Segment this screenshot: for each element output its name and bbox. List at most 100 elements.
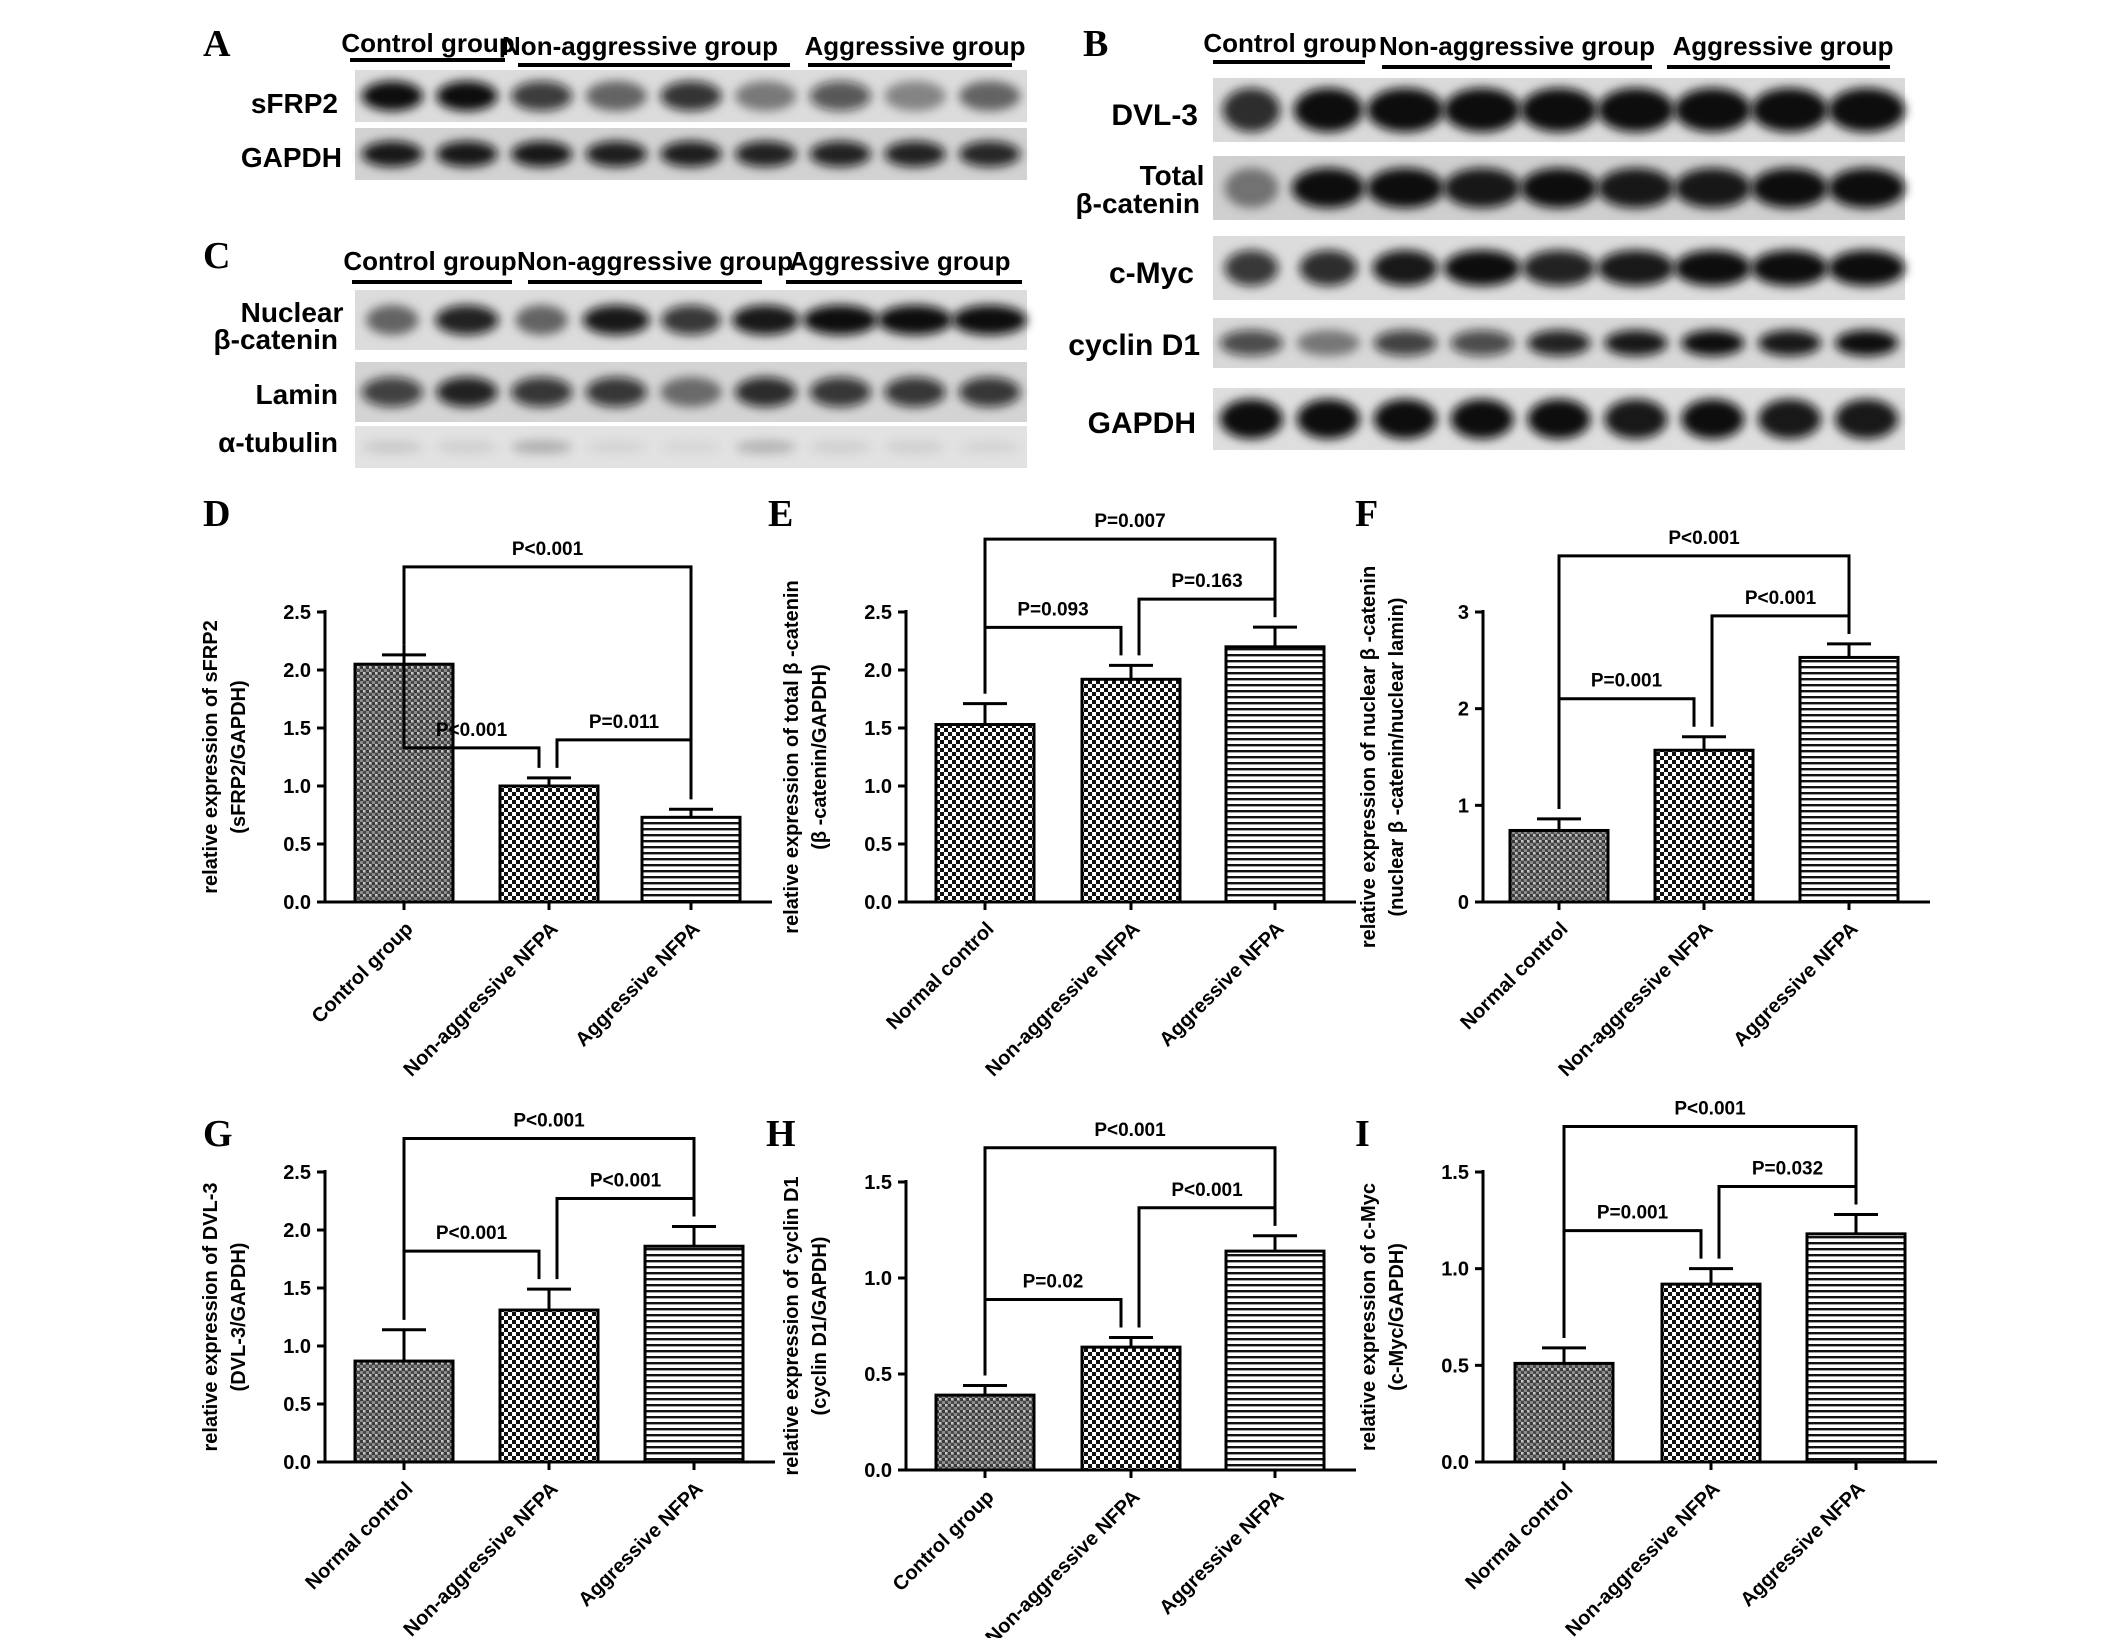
chart-i-p-value-label: P=0.032 xyxy=(1752,1159,1823,1180)
panel-letter-i: I xyxy=(1355,1113,1370,1155)
chart-g-significance-bracket: P<0.001 xyxy=(402,1223,541,1320)
chart-h: 0.0 0.5 1.0 1.5 relative expression of cycli… xyxy=(781,1120,1356,1638)
chart-f-ytick-label: 1 xyxy=(1458,795,1469,817)
chart-g-ytick-label: 1.0 xyxy=(283,1336,311,1358)
blot-b-group-aggressive: Aggressive group xyxy=(1672,31,1893,61)
chart-e-ylabel-line: (β -catenin/GAPDH) xyxy=(809,664,831,850)
chart-f: 0 1 2 3 relative expression of nuclear β -ca… xyxy=(1358,528,1930,1081)
chart-f-significance-bracket: P<0.001 xyxy=(1557,528,1851,809)
panel-letter-c: C xyxy=(203,235,231,277)
chart-d: 0.0 0.5 1.0 1.5 2.0 2.5 relative expression of… xyxy=(200,539,772,1081)
chart-g-bar xyxy=(498,1308,600,1464)
chart-i-bar xyxy=(1660,1282,1762,1464)
blot-b-row-beta-catenin: β-catenin xyxy=(1076,188,1200,219)
blot-b-strip-cyclind1 xyxy=(1213,318,1905,368)
chart-f-significance-bracket: P<0.001 xyxy=(1710,588,1851,727)
blot-a-group-aggressive: Aggressive group xyxy=(804,31,1025,61)
chart-h-p-value-label: P=0.02 xyxy=(1023,1272,1084,1293)
chart-i-p-value-label: P=0.001 xyxy=(1597,1203,1669,1224)
chart-g: 0.0 0.5 1.0 1.5 2.0 2.5 relative expression of… xyxy=(200,1111,775,1638)
blot-a-row-sfrp2: sFRP2 xyxy=(251,88,338,119)
chart-e-xtick-label: Aggressive NFPA xyxy=(1155,918,1288,1051)
blot-c-group-control: Control group xyxy=(343,246,516,276)
blot-b-row-total: Total xyxy=(1140,160,1205,191)
chart-d-ytick-label: 2.0 xyxy=(283,660,311,682)
chart-d-significance-bracket: P<0.001 xyxy=(402,644,541,768)
blot-c-row-nuclear: Nuclear xyxy=(241,297,344,328)
chart-e-significance-bracket: P=0.007 xyxy=(983,511,1277,694)
chart-h-significance-bracket: P<0.001 xyxy=(983,1120,1277,1376)
panel-letter-a: A xyxy=(203,23,231,65)
chart-h-bar xyxy=(1224,1249,1326,1472)
panel-letter-g: G xyxy=(203,1113,233,1155)
chart-g-p-value-label: P<0.001 xyxy=(590,1171,662,1192)
chart-g-bar xyxy=(353,1359,455,1464)
blot-c-header: Control group Non-aggressive group Aggre… xyxy=(343,246,1022,284)
chart-d-ytick-label: 1.5 xyxy=(283,718,311,740)
blot-c-group-nonaggressive: Non-aggressive group xyxy=(517,246,793,276)
chart-i-bar xyxy=(1805,1232,1907,1464)
chart-g-significance-bracket: P<0.001 xyxy=(402,1111,696,1320)
chart-f-ytick-label: 0 xyxy=(1458,892,1469,914)
chart-f-ylabel-line: (nuclear β -catenin/nuclear lamin) xyxy=(1386,598,1408,917)
chart-d-significance-bracket: P<0.001 xyxy=(402,539,693,800)
blot-c-row-alpha-tubulin: α-tubulin xyxy=(218,427,338,458)
chart-g-ytick-label: 0.0 xyxy=(283,1452,311,1474)
panel-letter-h: H xyxy=(766,1113,796,1155)
chart-g-p-value-label: P<0.001 xyxy=(513,1111,585,1132)
blot-a-group-nonaggressive: Non-aggressive group xyxy=(502,31,778,61)
chart-e-significance-bracket: P=0.163 xyxy=(1137,571,1277,656)
chart-f-p-value-label: P=0.001 xyxy=(1591,671,1663,692)
chart-i-significance-bracket: P=0.032 xyxy=(1717,1159,1858,1259)
chart-e-ytick-label: 2.0 xyxy=(864,660,892,682)
chart-d-p-value-label: P=0.011 xyxy=(589,712,660,733)
chart-f-ytick-label: 2 xyxy=(1458,699,1469,721)
blot-b-header: Control group Non-aggressive group Aggre… xyxy=(1203,28,1894,69)
chart-i-xtick-label: Non-aggressive NFPA xyxy=(1561,1478,1724,1638)
chart-h-ytick-label: 0.5 xyxy=(864,1364,892,1386)
chart-h-p-value-label: P<0.001 xyxy=(1171,1180,1243,1201)
chart-i-ytick-label: 0.0 xyxy=(1441,1452,1469,1474)
chart-e-p-value-label: P=0.007 xyxy=(1094,511,1165,532)
chart-g-xtick-label: Aggressive NFPA xyxy=(574,1478,707,1611)
chart-i-ylabel-line: relative expression of c-Myc xyxy=(1358,1183,1380,1451)
blot-b-group-nonaggressive: Non-aggressive group xyxy=(1379,31,1655,61)
chart-e-ytick-label: 1.0 xyxy=(864,776,892,798)
chart-g-xtick-label: Non-aggressive NFPA xyxy=(399,1478,562,1638)
blot-b-row-cyclind1: cyclin D1 xyxy=(1068,329,1200,362)
chart-i-ytick-label: 0.5 xyxy=(1441,1355,1469,1377)
blot-a-strip-gapdh xyxy=(355,128,1027,180)
chart-d-ylabel-line: relative expression of sFRP2 xyxy=(200,620,222,893)
chart-i-bar xyxy=(1513,1361,1615,1464)
blot-b-strip-dvl3 xyxy=(1213,78,1905,142)
blot-b-row-dvl3: DVL-3 xyxy=(1111,99,1198,132)
chart-i-xtick-label: Aggressive NFPA xyxy=(1736,1478,1869,1611)
chart-e: 0.0 0.5 1.0 1.5 2.0 2.5 relative expression of… xyxy=(781,511,1356,1081)
chart-d-bar xyxy=(498,784,600,904)
chart-h-ytick-label: 0.0 xyxy=(864,1460,892,1482)
chart-g-ytick-label: 2.5 xyxy=(283,1162,311,1184)
chart-e-ytick-label: 1.5 xyxy=(864,718,892,740)
chart-g-significance-bracket: P<0.001 xyxy=(555,1171,696,1280)
blot-b-strip-gapdh xyxy=(1213,388,1905,450)
chart-g-ylabel-line: (DVL-3/GAPDH) xyxy=(228,1243,250,1392)
chart-f-bar xyxy=(1508,828,1610,904)
blot-b-row-gapdh: GAPDH xyxy=(1088,407,1196,440)
chart-g-ytick-label: 1.5 xyxy=(283,1278,311,1300)
chart-i-significance-bracket: P=0.001 xyxy=(1562,1203,1703,1338)
western-blots: Control group Non-aggressive group Aggre… xyxy=(214,28,1905,468)
blot-c-strip-alpha-tubulin xyxy=(355,426,1027,468)
chart-f-significance-bracket: P=0.001 xyxy=(1557,671,1696,809)
chart-d-xtick-label: Non-aggressive NFPA xyxy=(399,918,562,1081)
blot-b-strip-cmyc xyxy=(1213,236,1905,300)
blot-a-header: Control group Non-aggressive group Aggre… xyxy=(341,28,1026,67)
chart-d-ytick-label: 0.5 xyxy=(283,834,311,856)
chart-d-xtick-label: Aggressive NFPA xyxy=(571,918,704,1051)
chart-g-xtick-label: Normal control xyxy=(301,1478,417,1594)
chart-e-ytick-label: 0.5 xyxy=(864,834,892,856)
chart-d-ytick-label: 0.0 xyxy=(283,892,311,914)
chart-f-bar xyxy=(1798,655,1900,904)
chart-h-ytick-label: 1.0 xyxy=(864,1268,892,1290)
chart-h-p-value-label: P<0.001 xyxy=(1094,1120,1166,1141)
chart-d-ytick-label: 2.5 xyxy=(283,602,311,624)
